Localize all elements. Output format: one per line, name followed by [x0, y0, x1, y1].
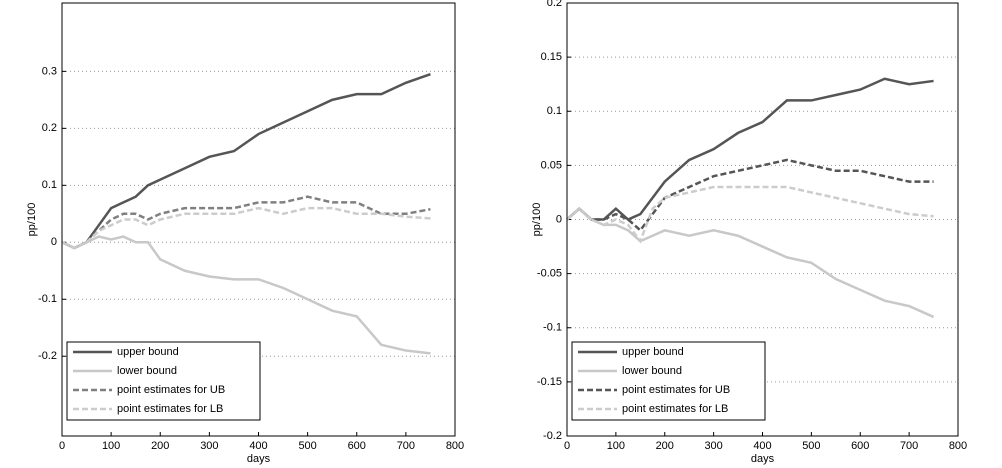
y-tick-label: 0.05: [541, 159, 562, 171]
y-tick-label: 0: [556, 213, 562, 225]
axes-frame: [61, 2, 456, 437]
x-tick-label: 0: [59, 440, 65, 452]
x-axis-label: days: [751, 453, 775, 465]
x-tick-label: 700: [900, 440, 918, 452]
y-tick-label: 0.15: [541, 51, 562, 63]
y-axis-label: pp/100: [26, 203, 38, 237]
axes-frame: [566, 2, 959, 437]
y-tick-label: 0.1: [547, 105, 562, 117]
y-tick-label: 0.2: [42, 122, 57, 134]
x-axis-label: days: [247, 453, 271, 465]
series-line: [566, 185, 934, 244]
y-tick-label: 0.1: [42, 179, 57, 191]
legend-label: upper bound: [117, 346, 179, 358]
x-tick-label: 800: [949, 440, 967, 452]
x-tick-label: 600: [851, 440, 869, 452]
y-tick-label: 0.2: [547, 0, 562, 9]
legend-label: lower bound: [622, 365, 682, 377]
y-axis-label: pp/100: [531, 203, 543, 237]
series-line: [61, 206, 431, 250]
x-tick-label: 100: [607, 440, 625, 452]
x-tick-label: 100: [102, 440, 120, 452]
y-tick-label: 0.3: [42, 65, 57, 77]
x-tick-label: 700: [397, 440, 415, 452]
series-line: [61, 73, 431, 250]
x-tick-label: 400: [753, 440, 771, 452]
x-tick-label: 800: [446, 440, 464, 452]
x-tick-label: 300: [704, 440, 722, 452]
legend-label: lower bound: [117, 365, 177, 377]
series-line: [566, 158, 934, 233]
x-tick-label: 600: [348, 440, 366, 452]
series-line: [61, 235, 431, 355]
x-tick-label: 500: [298, 440, 316, 452]
y-tick-label: -0.15: [537, 376, 562, 388]
legend-label: upper bound: [622, 346, 684, 358]
legend-label: point estimates for UB: [117, 384, 225, 396]
y-tick-label: -0.2: [543, 430, 562, 442]
x-tick-label: 200: [151, 440, 169, 452]
y-tick-label: -0.2: [38, 350, 57, 362]
legend-label: point estimates for LB: [117, 403, 223, 415]
legend-label: point estimates for LB: [622, 403, 728, 415]
legend-box: [66, 341, 261, 421]
y-tick-label: -0.1: [38, 293, 57, 305]
x-tick-label: 400: [249, 440, 267, 452]
legend-box: [571, 341, 766, 421]
x-tick-label: 300: [200, 440, 218, 452]
x-tick-label: 0: [564, 440, 570, 452]
x-tick-label: 500: [802, 440, 820, 452]
y-tick-label: -0.1: [543, 322, 562, 334]
y-tick-label: 0: [51, 236, 57, 248]
x-tick-label: 200: [656, 440, 674, 452]
legend-label: point estimates for UB: [622, 384, 730, 396]
y-tick-label: -0.05: [537, 268, 562, 280]
